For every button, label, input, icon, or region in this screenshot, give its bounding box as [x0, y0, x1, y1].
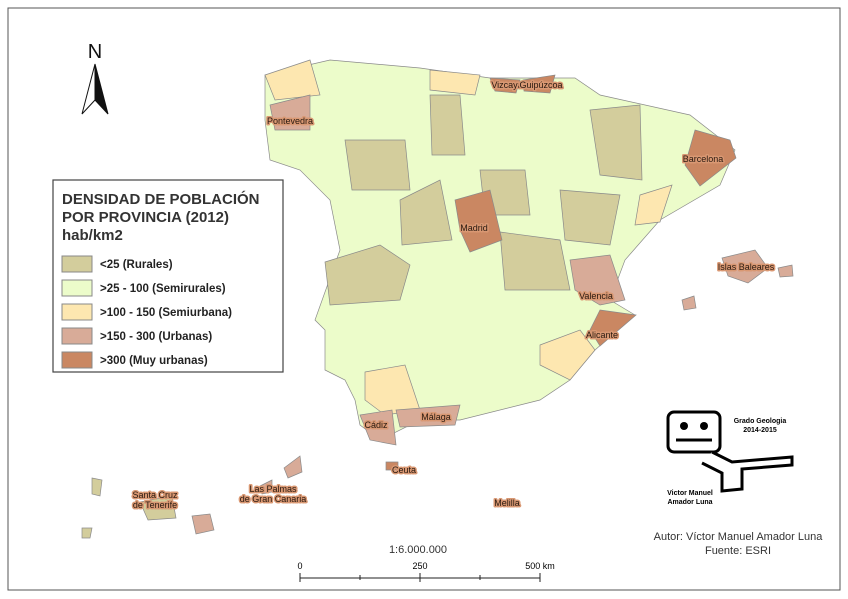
province	[264, 59, 321, 101]
province	[324, 244, 411, 306]
province	[634, 184, 673, 226]
legend-swatch	[61, 303, 93, 321]
province	[191, 513, 215, 535]
province	[283, 455, 303, 479]
legend-swatch	[61, 327, 93, 345]
scale-label: 250	[412, 561, 427, 571]
province	[395, 404, 461, 428]
province	[259, 479, 273, 495]
place-label: de Gran Canaria	[240, 494, 307, 504]
province	[684, 129, 737, 187]
province	[681, 295, 697, 311]
province	[777, 264, 794, 278]
province	[429, 94, 466, 156]
province	[429, 69, 481, 96]
place-label: Melilla	[494, 498, 520, 508]
place-label: de Tenerife	[133, 500, 177, 510]
place-label: Santa Cruz	[132, 490, 178, 500]
place-label: Islas Baleares	[718, 262, 775, 272]
logo-text: Victor Manuel	[667, 490, 713, 497]
province	[589, 104, 643, 181]
north-label: N	[88, 41, 102, 63]
province	[81, 527, 93, 539]
province	[359, 409, 397, 446]
author: Autor: Víctor Manuel Amador Luna	[654, 531, 824, 543]
province	[499, 231, 571, 291]
province	[399, 179, 453, 246]
legend-swatch	[61, 255, 93, 273]
north-arrow: N	[81, 41, 109, 115]
province	[489, 77, 521, 94]
legend-label: >300 (Muy urbanas)	[100, 355, 208, 367]
province	[522, 74, 556, 94]
province	[721, 249, 769, 284]
place-label: Barcelona	[683, 154, 724, 164]
logo-text: Grado Geologia	[734, 418, 787, 425]
scale-label: 500 km	[525, 561, 555, 571]
scale-bar: 0 250 500 km	[297, 561, 555, 582]
place-label: Málaga	[421, 412, 451, 422]
legend: DENSIDAD DE POBLACIÓN POR PROVINCIA (201…	[52, 179, 284, 373]
province	[559, 189, 621, 246]
logo-text: 2014-2015	[743, 427, 777, 434]
logo-text: Amador Luna	[667, 499, 712, 506]
legend-title: DENSIDAD DE POBLACIÓN	[62, 190, 260, 208]
legend-label: <25 (Rurales)	[100, 259, 173, 271]
place-label: Alicante	[586, 330, 618, 340]
place-label: Vizcaya	[491, 80, 522, 90]
province	[499, 499, 511, 507]
legend-title: POR PROVINCIA (2012)	[62, 209, 229, 226]
place-label: Cádiz	[364, 420, 388, 430]
place-label: Ceuta	[392, 465, 416, 475]
place-label: Pontevedra	[267, 116, 313, 126]
province	[539, 329, 596, 381]
province	[385, 461, 399, 471]
legend-label: >25 - 100 (Semirurales)	[100, 283, 226, 295]
place-label: Las Palmas	[249, 484, 297, 494]
logo: Grado Geologia 2014-2015 Victor Manuel A…	[666, 410, 794, 506]
scale-ratio: 1:6.000.000	[389, 544, 447, 556]
province	[569, 254, 626, 306]
place-label: Valencia	[579, 291, 613, 301]
province	[139, 495, 177, 521]
place-label: Madrid	[460, 223, 488, 233]
province	[344, 139, 411, 191]
province	[454, 189, 503, 253]
legend-swatch	[61, 279, 93, 297]
province	[589, 309, 637, 347]
province	[91, 477, 103, 497]
province	[269, 94, 311, 131]
source: Fuente: ESRI	[705, 545, 771, 557]
scale-label: 0	[297, 561, 302, 571]
place-label: Guipúzcoa	[519, 80, 562, 90]
legend-label: >150 - 300 (Urbanas)	[100, 331, 212, 343]
legend-swatch	[61, 351, 93, 369]
legend-label: >100 - 150 (Semiurbana)	[100, 307, 232, 319]
provinces	[81, 59, 794, 539]
legend-unit: hab/km2	[62, 227, 123, 244]
